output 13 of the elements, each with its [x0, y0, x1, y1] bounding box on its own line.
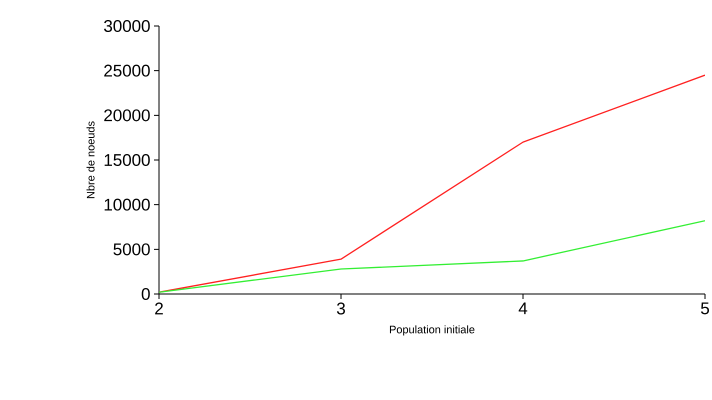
y-tick-label: 0 [142, 288, 150, 300]
y-tick-label: 30000 [104, 20, 150, 32]
y-tick-label: 15000 [104, 154, 150, 166]
y-axis-title: Nbre de noeuds [86, 121, 95, 198]
y-tick-label: 20000 [104, 109, 150, 122]
x-tick-label: 4 [518, 302, 528, 314]
x-tick-label: 2 [155, 302, 163, 314]
x-tick-label: 3 [336, 302, 345, 315]
y-tick-label: 5000 [113, 243, 150, 256]
x-tick-label: 5 [700, 302, 710, 314]
x-axis-title: Population initiale [390, 325, 474, 336]
y-tick-label: 10000 [104, 198, 150, 211]
y-tick-label: 25000 [104, 64, 150, 77]
